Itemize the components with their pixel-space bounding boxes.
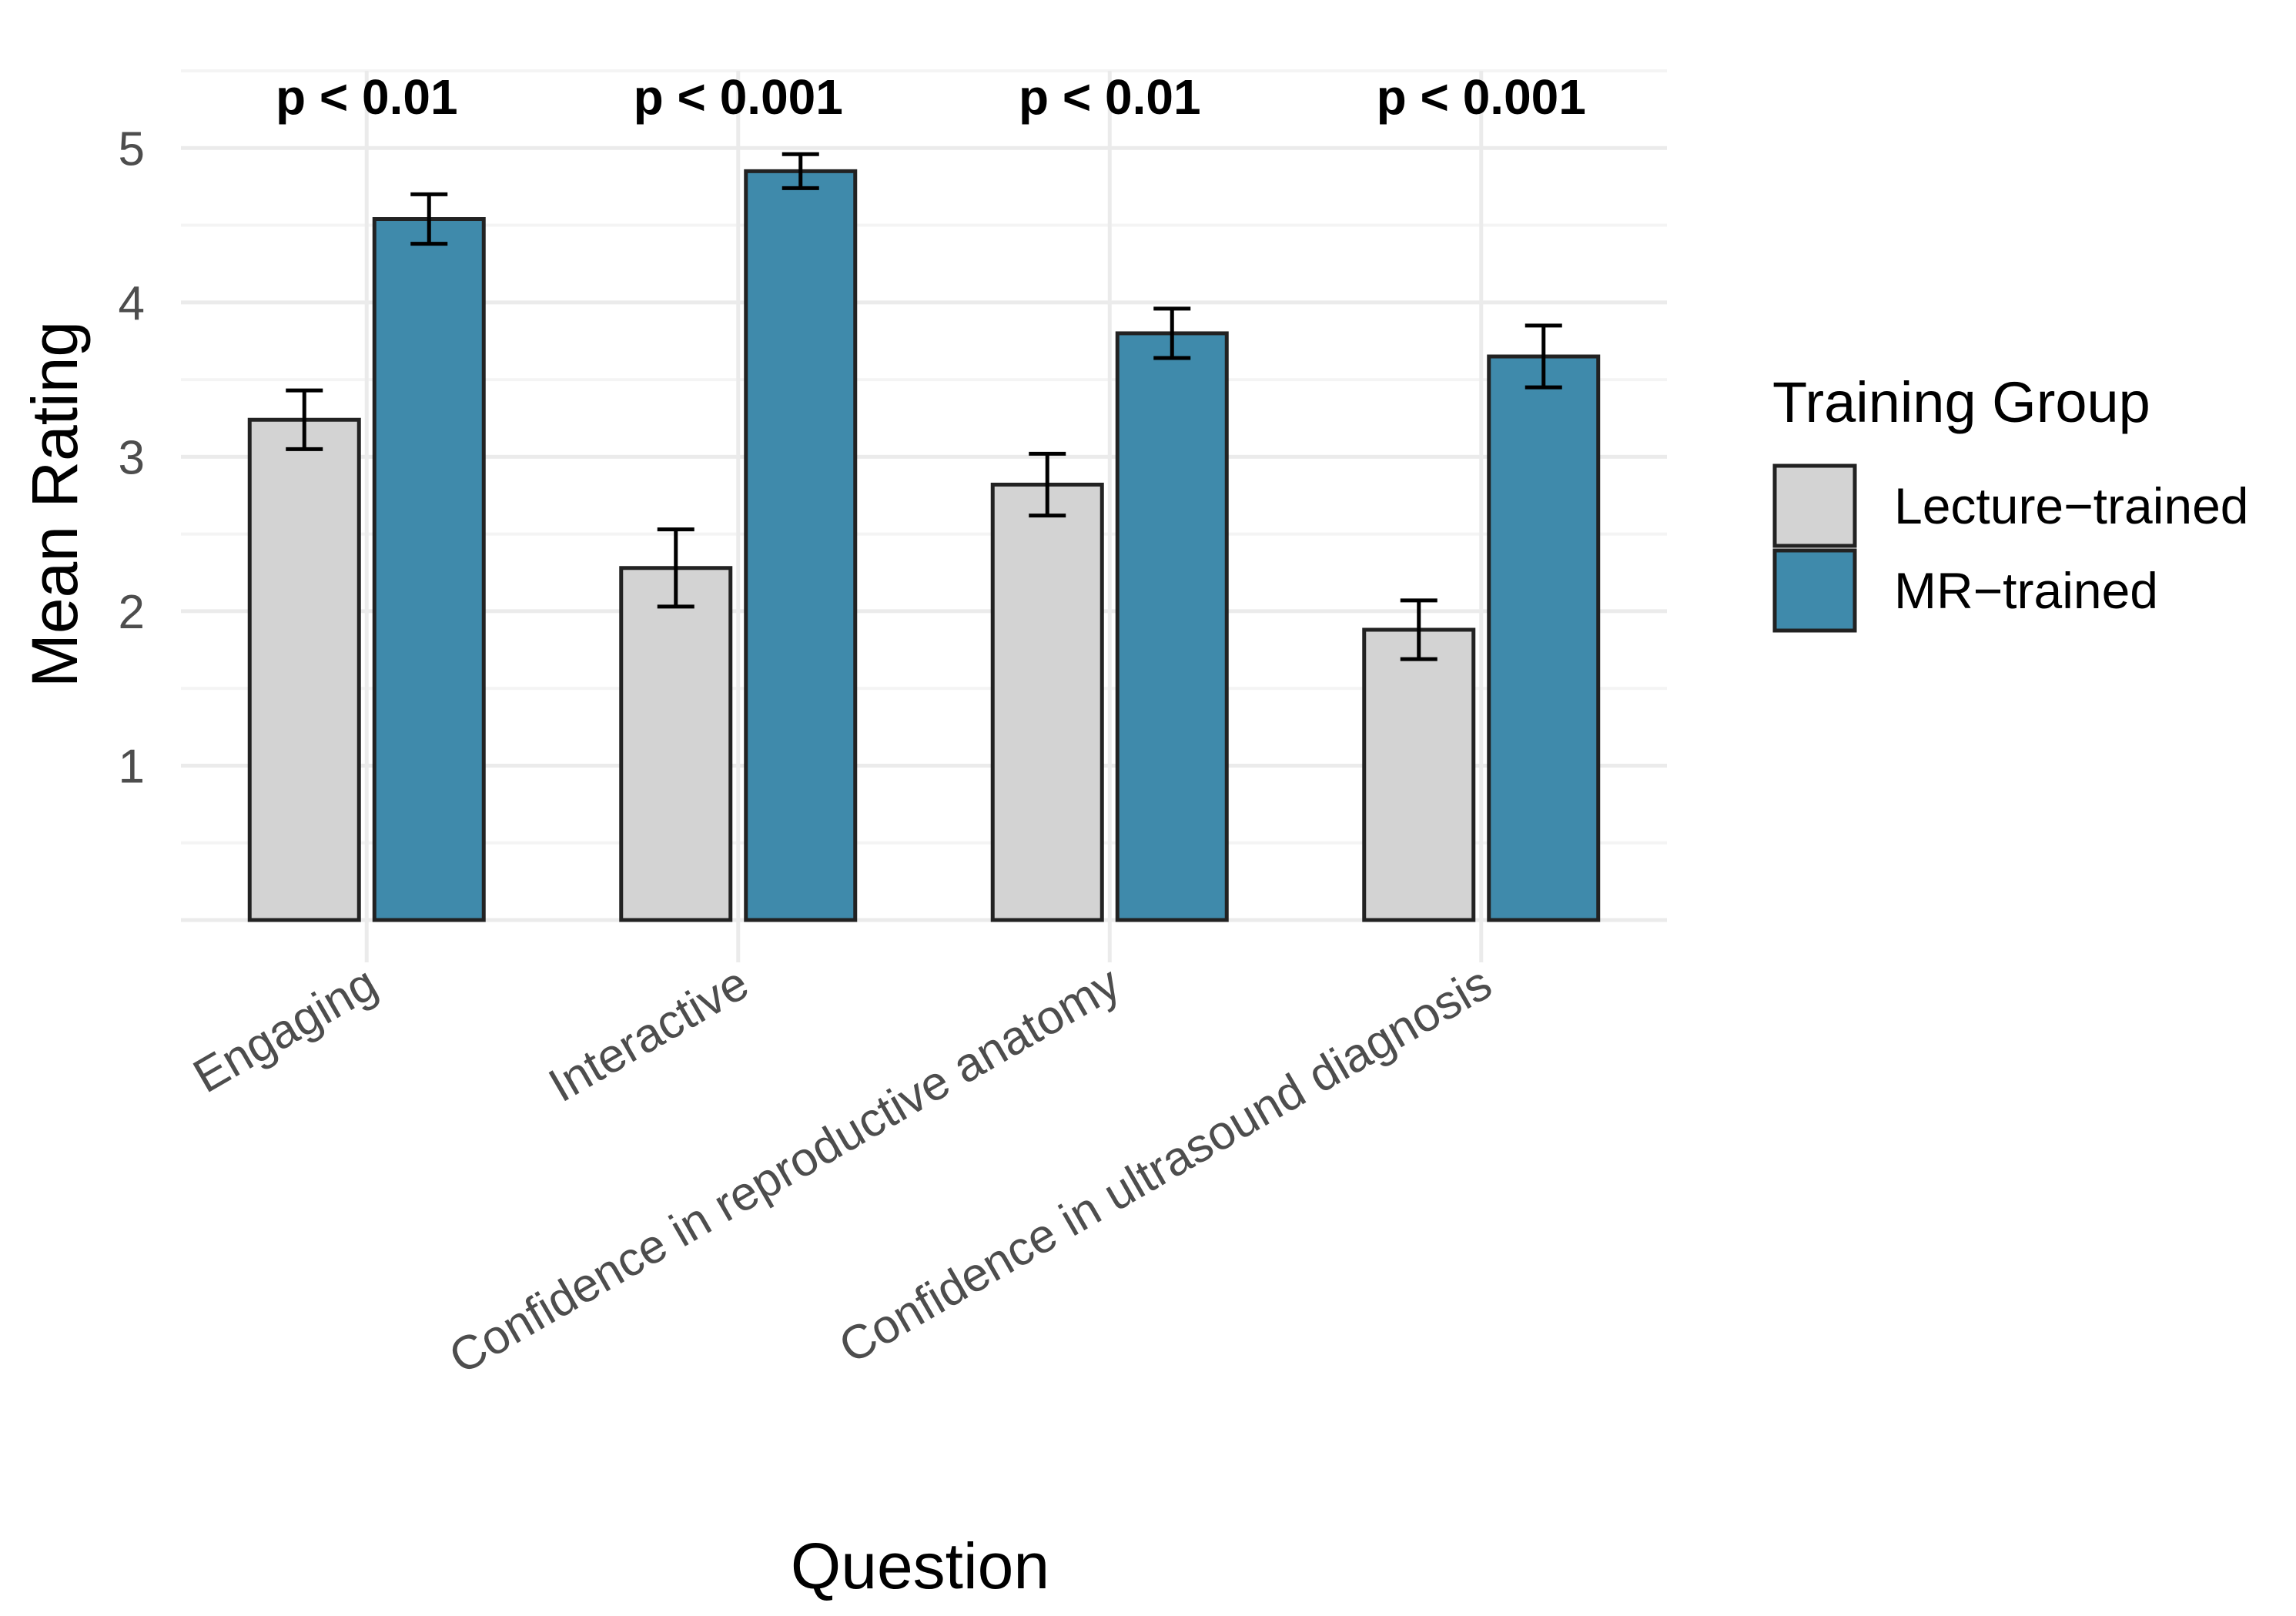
y-axis-title: Mean Rating <box>18 321 91 688</box>
bars <box>247 169 1601 922</box>
bar <box>247 417 361 922</box>
y-tick-label: 2 <box>119 586 145 639</box>
p-value-label: p < 0.001 <box>1377 69 1586 125</box>
x-tick-label: Interactive <box>541 956 758 1112</box>
p-value-annotations: p < 0.01 p < 0.001 p < 0.01 p < 0.001 <box>276 69 1586 125</box>
x-tick-label: Confidence in ultrasound diagnosis <box>830 956 1500 1373</box>
x-tick-label: Engaging <box>185 956 386 1103</box>
y-tick-label: 3 <box>119 431 145 484</box>
legend-swatch <box>1772 548 1857 633</box>
p-value-label: p < 0.01 <box>276 69 458 125</box>
bar <box>744 169 858 922</box>
error-bars <box>286 152 1562 661</box>
bar <box>1362 627 1476 922</box>
bar <box>1115 331 1229 922</box>
bar <box>1487 354 1601 922</box>
p-value-label: p < 0.01 <box>1019 69 1201 125</box>
y-axis-ticks: 1 2 3 4 5 <box>119 122 145 793</box>
x-axis-title: Question <box>791 1530 1049 1602</box>
p-value-label: p < 0.001 <box>634 69 843 125</box>
bar <box>372 217 486 922</box>
y-tick-label: 4 <box>119 277 145 330</box>
bar <box>619 566 733 922</box>
legend-swatch <box>1772 463 1857 548</box>
y-tick-label: 5 <box>119 122 145 176</box>
legend: Training Group Lecture−trained MR−trained <box>1772 370 2249 633</box>
legend-label: Lecture−trained <box>1894 477 2249 534</box>
x-tick-label: Confidence in reproductive anatomy <box>440 956 1129 1384</box>
bar <box>990 482 1104 922</box>
legend-title: Training Group <box>1772 370 2150 434</box>
y-tick-label: 1 <box>119 740 145 793</box>
legend-label: MR−trained <box>1894 562 2158 619</box>
